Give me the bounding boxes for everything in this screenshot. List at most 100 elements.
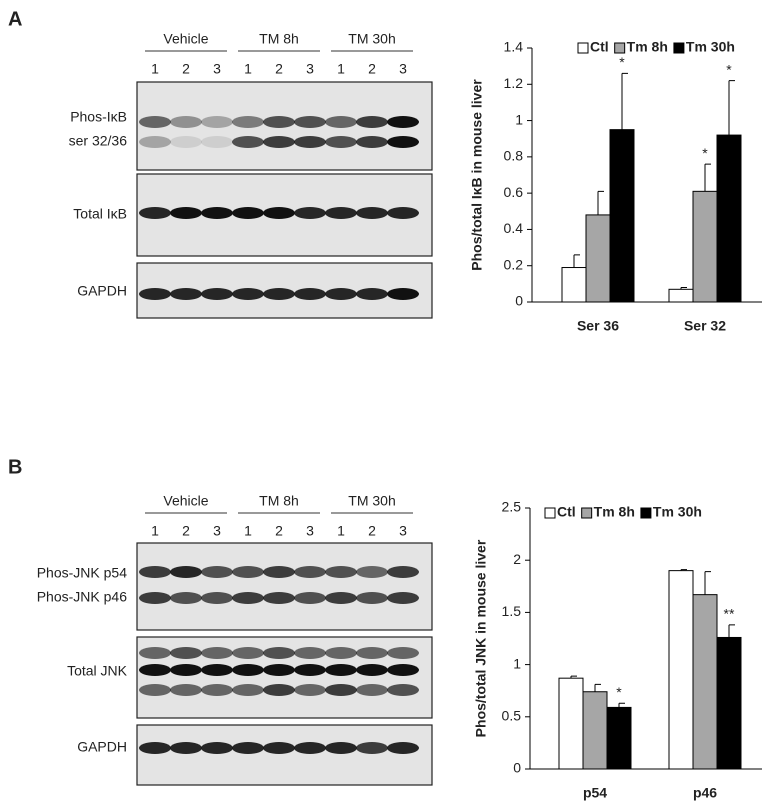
band xyxy=(263,136,295,148)
band xyxy=(201,647,233,659)
lane-label: 2 xyxy=(368,523,376,539)
band xyxy=(356,116,388,128)
significance: ** xyxy=(724,606,735,622)
legend-swatch xyxy=(640,507,652,519)
legend-label: Tm 8h xyxy=(627,39,668,55)
legend-swatch xyxy=(577,42,589,54)
band xyxy=(170,566,202,578)
error-bar xyxy=(618,702,625,708)
y-tick-label: 0.2 xyxy=(504,256,524,272)
error-bar xyxy=(597,190,604,215)
x-tick-label: p46 xyxy=(693,785,717,801)
y-tick-label: 1 xyxy=(515,111,523,127)
band xyxy=(139,664,171,676)
band xyxy=(294,116,326,128)
band xyxy=(170,116,202,128)
y-tick-label: 0.6 xyxy=(504,184,524,200)
group-label: TM 8h xyxy=(259,31,299,47)
band xyxy=(232,684,264,696)
y-tick-label: 1.2 xyxy=(504,75,524,91)
band xyxy=(232,136,264,148)
band xyxy=(263,592,295,604)
y-tick-label: 2 xyxy=(513,551,521,567)
band xyxy=(139,684,171,696)
group-label: Vehicle xyxy=(163,31,208,47)
band xyxy=(170,664,202,676)
legend-swatch xyxy=(614,42,626,54)
band xyxy=(232,742,264,754)
band xyxy=(356,592,388,604)
error-bar xyxy=(570,675,577,679)
band xyxy=(356,566,388,578)
band xyxy=(387,288,419,300)
band xyxy=(294,664,326,676)
y-tick-label: 0.5 xyxy=(502,708,522,724)
group-label: TM 8h xyxy=(259,493,299,509)
band xyxy=(201,684,233,696)
lane-label: 3 xyxy=(213,523,221,539)
band xyxy=(325,592,357,604)
band xyxy=(387,684,419,696)
y-tick-label: 2.5 xyxy=(502,499,522,515)
band xyxy=(325,684,357,696)
band xyxy=(325,566,357,578)
blot-label: GAPDH xyxy=(77,739,127,755)
lane-label: 1 xyxy=(151,61,159,77)
group-label: TM 30h xyxy=(348,31,395,47)
y-tick-label: 0.8 xyxy=(504,148,524,164)
band xyxy=(263,207,295,219)
panel-label: A xyxy=(8,8,22,30)
band xyxy=(232,207,264,219)
band xyxy=(201,566,233,578)
band xyxy=(387,136,419,148)
lane-label: 2 xyxy=(182,523,190,539)
band xyxy=(294,647,326,659)
lane-label: 1 xyxy=(244,523,252,539)
blot-label: Total IκB xyxy=(73,206,127,222)
band xyxy=(387,116,419,128)
bar xyxy=(606,706,632,770)
lane-label: 3 xyxy=(306,523,314,539)
bar xyxy=(609,129,635,303)
lane-label: 3 xyxy=(306,61,314,77)
error-bar xyxy=(680,569,687,571)
band xyxy=(232,664,264,676)
lane-label: 2 xyxy=(275,61,283,77)
band xyxy=(356,742,388,754)
band xyxy=(139,647,171,659)
y-tick-label: 1.4 xyxy=(504,39,524,55)
band xyxy=(356,288,388,300)
band xyxy=(139,116,171,128)
y-axis-label: Phos/total JNK in mouse liver xyxy=(473,539,489,737)
error-bar xyxy=(704,163,711,192)
band xyxy=(201,116,233,128)
band xyxy=(356,647,388,659)
band xyxy=(232,288,264,300)
band xyxy=(263,647,295,659)
bar xyxy=(585,214,611,303)
lane-label: 3 xyxy=(399,61,407,77)
bar xyxy=(558,677,584,770)
band xyxy=(387,592,419,604)
significance: * xyxy=(726,61,732,77)
x-tick-label: p54 xyxy=(583,785,607,801)
significance: * xyxy=(702,145,708,161)
error-bar xyxy=(728,80,735,136)
band xyxy=(263,116,295,128)
y-tick-label: 1.5 xyxy=(502,603,522,619)
group-label: Vehicle xyxy=(163,493,208,509)
band xyxy=(294,136,326,148)
lane-label: 1 xyxy=(151,523,159,539)
y-tick-label: 1 xyxy=(513,655,521,671)
band xyxy=(387,207,419,219)
bar xyxy=(668,570,694,770)
band xyxy=(263,684,295,696)
lane-label: 2 xyxy=(275,523,283,539)
band xyxy=(170,742,202,754)
band xyxy=(139,592,171,604)
band xyxy=(201,288,233,300)
band xyxy=(170,288,202,300)
bar xyxy=(692,594,718,770)
band xyxy=(201,136,233,148)
